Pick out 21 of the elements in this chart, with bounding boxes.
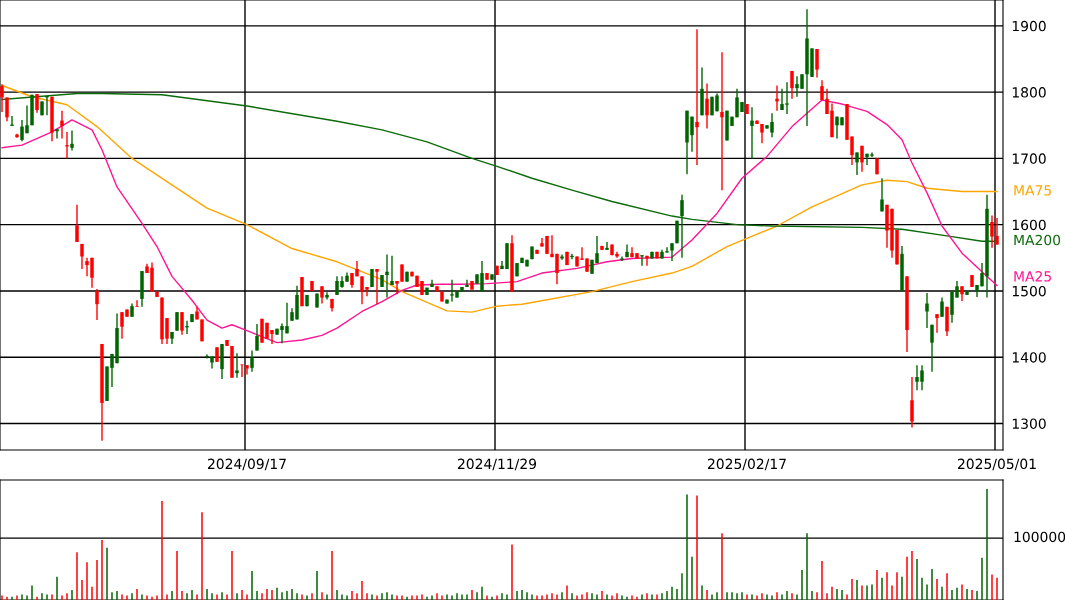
candlestick bbox=[565, 251, 569, 266]
y-tick-label: 1600 bbox=[1012, 219, 1046, 231]
candlestick bbox=[135, 299, 139, 308]
series-label: MA25 bbox=[1014, 271, 1051, 282]
candlestick bbox=[305, 294, 309, 307]
text: 100000 bbox=[1014, 531, 1065, 543]
candlestick bbox=[675, 219, 679, 244]
x-tick-label: 2024/09/17 bbox=[207, 458, 286, 471]
x-tick-label: 2024/11/29 bbox=[457, 458, 537, 471]
series-label: MA75 bbox=[1014, 185, 1051, 196]
y-tick-label: 1800 bbox=[1012, 87, 1046, 98]
series-label: MA200 bbox=[1014, 234, 1061, 246]
y-tick-label: 1700 bbox=[1012, 153, 1046, 164]
y-tick-label: 1900 bbox=[1012, 20, 1046, 32]
line-series bbox=[1, 84, 998, 313]
x-tick-label: 2025/02/17 bbox=[707, 458, 786, 471]
candlestick bbox=[495, 265, 499, 276]
x-tick-label: 2025/05/01 bbox=[957, 458, 1036, 471]
y-tick-label: 1400 bbox=[1012, 352, 1046, 363]
y-tick-label: 1500 bbox=[1012, 285, 1046, 297]
y-tick-label: 1300 bbox=[1012, 418, 1046, 429]
